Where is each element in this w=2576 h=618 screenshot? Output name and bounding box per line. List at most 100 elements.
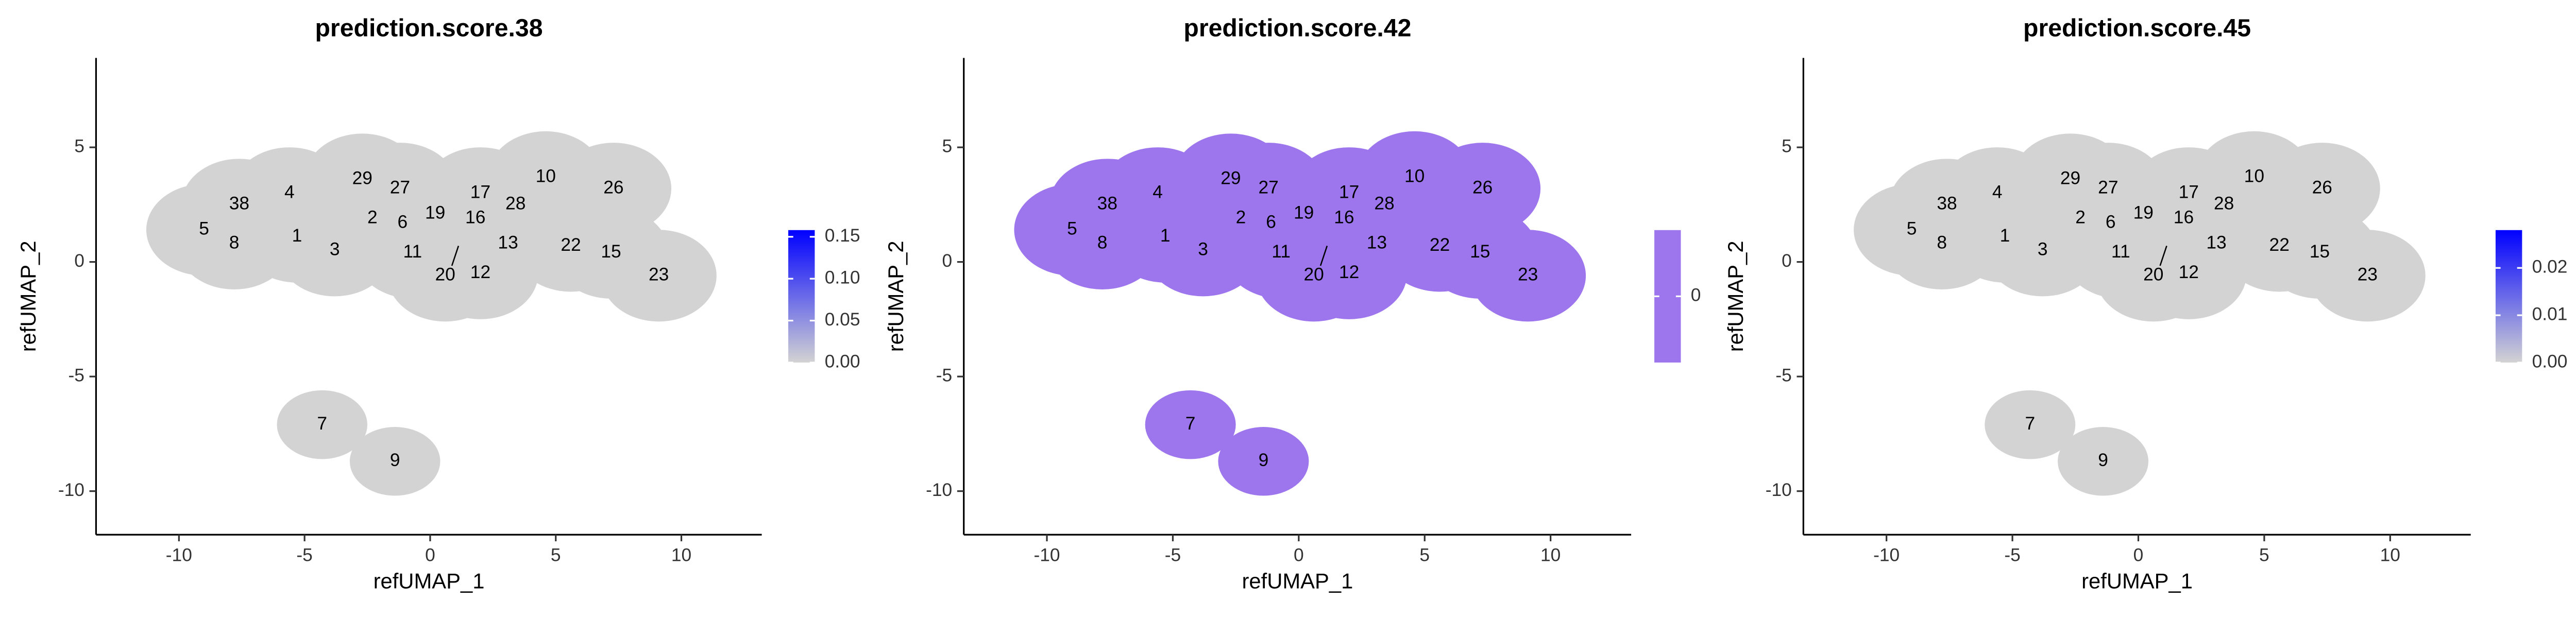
cluster-label: 3 bbox=[1198, 239, 1208, 260]
cluster-cloud bbox=[601, 230, 717, 322]
cluster-label: 4 bbox=[1153, 182, 1163, 202]
colorbar-label: 0.02 bbox=[2532, 257, 2568, 277]
cluster-label: 16 bbox=[1334, 207, 1354, 227]
x-tick-label: 10 bbox=[671, 545, 691, 565]
x-tick-label: -5 bbox=[2004, 545, 2020, 565]
label-leader bbox=[1319, 246, 1328, 266]
x-tick-label: 5 bbox=[1419, 545, 1430, 565]
cluster-label: 1 bbox=[292, 226, 302, 246]
cluster-label: 22 bbox=[561, 235, 581, 255]
cluster-label: 10 bbox=[2244, 166, 2264, 186]
cluster-label: 27 bbox=[390, 178, 410, 198]
cluster-label: 16 bbox=[2174, 207, 2194, 227]
cluster-label: 6 bbox=[397, 212, 408, 232]
x-tick-label: -10 bbox=[1873, 545, 1900, 565]
cluster-label: 13 bbox=[498, 232, 518, 252]
colorbar-label: 0.00 bbox=[2532, 351, 2568, 371]
chart-title: prediction.score.45 bbox=[2023, 14, 2251, 42]
colorbar-label: 0.00 bbox=[825, 351, 860, 371]
cluster-label: 19 bbox=[425, 202, 445, 222]
cluster-label: 26 bbox=[2312, 178, 2332, 198]
cluster-label: 15 bbox=[601, 242, 621, 262]
x-tick-label: -5 bbox=[1165, 545, 1181, 565]
y-tick-label: 5 bbox=[74, 136, 84, 156]
x-tick-label: -5 bbox=[296, 545, 312, 565]
cluster-cloud bbox=[1218, 427, 1309, 496]
cluster-label: 19 bbox=[1294, 202, 1314, 222]
cluster-label: 13 bbox=[1367, 232, 1387, 252]
cluster-label: 23 bbox=[2358, 265, 2378, 285]
colorbar-label: 0.10 bbox=[825, 268, 860, 288]
cluster-label: 12 bbox=[470, 262, 490, 282]
cluster-label: 38 bbox=[229, 194, 249, 214]
cluster-label: 3 bbox=[2038, 239, 2048, 260]
x-tick-label: 0 bbox=[425, 545, 435, 565]
cluster-label: 17 bbox=[470, 182, 490, 202]
cluster-label: 2 bbox=[367, 207, 378, 227]
x-tick-label: 0 bbox=[1294, 545, 1304, 565]
y-tick-label: 0 bbox=[1782, 251, 1792, 271]
y-tick-label: 5 bbox=[1782, 136, 1792, 156]
x-tick-label: 5 bbox=[551, 545, 561, 565]
cluster-cloud bbox=[349, 427, 440, 496]
cluster-label: 11 bbox=[2111, 242, 2130, 262]
cluster-label: 29 bbox=[352, 168, 372, 188]
cluster-label: 5 bbox=[199, 219, 209, 239]
cluster-cloud bbox=[2130, 227, 2247, 319]
cluster-label: 12 bbox=[1339, 262, 1359, 282]
label-leader bbox=[451, 246, 460, 266]
y-tick-label: 5 bbox=[942, 136, 953, 156]
x-axis-title: refUMAP_1 bbox=[2081, 569, 2193, 593]
cluster-label: 15 bbox=[1470, 242, 1490, 262]
cluster-label: 22 bbox=[1430, 235, 1450, 255]
colorbar-label: 0.01 bbox=[2532, 304, 2568, 324]
cluster-cloud bbox=[1145, 390, 1236, 459]
cluster-label: 38 bbox=[1097, 194, 1117, 214]
cluster-label: 9 bbox=[1259, 450, 1269, 470]
cluster-label: 38 bbox=[1937, 194, 1957, 214]
cluster-label: 4 bbox=[1992, 182, 2003, 202]
chart-title: prediction.score.42 bbox=[1183, 14, 1411, 42]
cluster-label: 19 bbox=[2133, 202, 2154, 222]
cluster-label: 26 bbox=[603, 178, 623, 198]
cluster-label: 28 bbox=[505, 194, 526, 214]
cluster-label: 10 bbox=[536, 166, 556, 186]
cluster-label: 5 bbox=[1067, 219, 1077, 239]
cluster-cloud bbox=[1985, 390, 2076, 459]
colorbar bbox=[788, 230, 815, 363]
y-tick-label: 0 bbox=[74, 251, 84, 271]
cluster-cloud bbox=[2058, 427, 2149, 496]
cluster-cloud bbox=[1291, 227, 1408, 319]
colorbar-label: 0.05 bbox=[825, 310, 860, 330]
cluster-label: 20 bbox=[2143, 265, 2163, 285]
x-tick-label: 0 bbox=[2133, 545, 2144, 565]
cluster-label: 17 bbox=[2179, 182, 2199, 202]
y-axis-title: refUMAP_2 bbox=[16, 241, 40, 352]
cluster-label: 17 bbox=[1339, 182, 1359, 202]
cluster-label: 29 bbox=[2060, 168, 2080, 188]
y-tick-label: 0 bbox=[942, 251, 953, 271]
x-tick-label: 10 bbox=[1540, 545, 1561, 565]
cluster-label: 7 bbox=[2025, 414, 2035, 434]
y-axis-title: refUMAP_2 bbox=[1723, 241, 1748, 352]
colorbar bbox=[2495, 230, 2522, 363]
y-tick-label: -5 bbox=[1775, 365, 1791, 385]
cluster-label: 9 bbox=[2098, 450, 2108, 470]
y-tick-label: -10 bbox=[926, 480, 952, 500]
y-tick-label: -10 bbox=[1766, 480, 1792, 500]
cluster-label: 7 bbox=[1185, 414, 1196, 434]
y-tick-label: -5 bbox=[68, 365, 84, 385]
cluster-label: 4 bbox=[284, 182, 295, 202]
cluster-label: 29 bbox=[1221, 168, 1241, 188]
cluster-label: 5 bbox=[1907, 219, 1917, 239]
x-tick-label: 10 bbox=[2380, 545, 2400, 565]
cluster-label: 8 bbox=[1097, 232, 1108, 252]
x-axis-title: refUMAP_1 bbox=[1242, 569, 1353, 593]
cluster-label: 15 bbox=[2310, 242, 2330, 262]
cluster-label: 6 bbox=[1266, 212, 1276, 232]
cluster-label: 28 bbox=[2214, 194, 2234, 214]
